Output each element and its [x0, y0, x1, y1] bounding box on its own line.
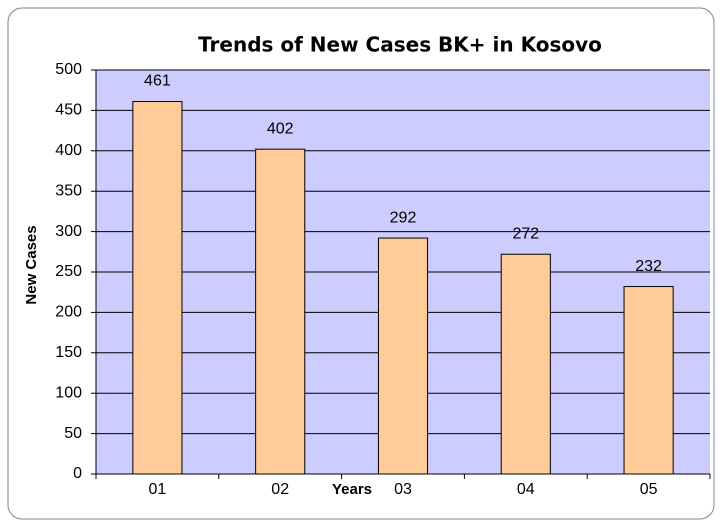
data-label: 402 — [267, 120, 294, 137]
y-tick-label: 0 — [73, 465, 82, 482]
y-tick-label: 350 — [55, 182, 82, 199]
y-tick-label: 300 — [55, 223, 82, 240]
y-tick-label: 100 — [55, 384, 82, 401]
x-tick-label: 01 — [149, 481, 167, 498]
x-axis-label: Years — [332, 481, 372, 498]
x-tick-label: 02 — [271, 481, 289, 498]
chart-title: Trends of New Cases BK+ in Kosovo — [198, 33, 602, 57]
y-tick-label: 150 — [55, 344, 82, 361]
y-tick-label: 200 — [55, 304, 82, 321]
data-label: 292 — [390, 209, 417, 226]
y-tick-label: 500 — [55, 61, 82, 78]
bar — [132, 101, 183, 475]
y-tick-label: 250 — [55, 263, 82, 280]
bar — [255, 148, 306, 475]
bar — [377, 237, 429, 475]
y-tick-label: 400 — [55, 142, 82, 159]
bar — [623, 286, 674, 475]
bar — [500, 253, 551, 475]
x-tick-label: 03 — [394, 481, 412, 498]
x-tick-label: 04 — [517, 481, 535, 498]
x-tick-label: 05 — [640, 481, 658, 498]
y-tick-label: 50 — [64, 425, 82, 442]
data-label: 461 — [144, 73, 171, 90]
data-label: 232 — [635, 258, 662, 275]
data-label: 272 — [512, 225, 539, 242]
y-axis-label: New Cases — [23, 225, 40, 304]
y-tick-label: 450 — [55, 102, 82, 119]
